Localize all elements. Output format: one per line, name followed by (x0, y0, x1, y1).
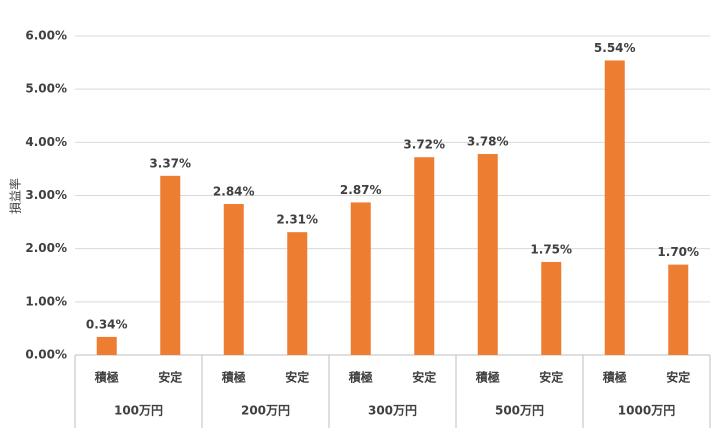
y-tick-label: 2.00% (25, 241, 67, 255)
group-label: 500万円 (495, 404, 544, 418)
x-tick-label: 積極 (94, 370, 119, 385)
x-tick-label: 安定 (412, 370, 436, 385)
x-tick-label: 積極 (602, 370, 627, 385)
x-tick-label: 安定 (666, 370, 690, 385)
y-tick-label: 4.00% (25, 135, 67, 149)
group-label: 200万円 (241, 404, 290, 418)
x-tick-label: 安定 (539, 370, 563, 385)
bar (287, 232, 308, 355)
value-label: 3.78% (467, 135, 509, 149)
x-tick-label: 安定 (158, 370, 182, 385)
bar (160, 175, 181, 355)
bar (668, 264, 689, 355)
value-label: 0.34% (86, 317, 128, 331)
x-tick-label: 積極 (348, 370, 373, 385)
value-label: 3.72% (403, 138, 445, 152)
value-label: 1.75% (530, 242, 572, 256)
y-tick-label: 6.00% (25, 29, 67, 43)
bar (604, 60, 625, 355)
y-tick-label: 0.00% (25, 348, 67, 362)
x-tick-label: 積極 (475, 370, 500, 385)
group-label: 1000万円 (618, 404, 675, 418)
value-label: 2.87% (340, 183, 382, 197)
value-label: 1.70% (657, 245, 699, 259)
y-tick-label: 5.00% (25, 82, 67, 96)
y-axis-label: 損益率 (8, 178, 23, 214)
group-label: 100万円 (114, 404, 163, 418)
bar (223, 204, 244, 355)
bar (350, 202, 371, 355)
bar (541, 261, 562, 355)
group-label: 300万円 (368, 404, 417, 418)
bar (96, 336, 117, 355)
y-tick-label: 3.00% (25, 188, 67, 202)
x-tick-label: 積極 (221, 370, 246, 385)
value-label: 5.54% (594, 41, 636, 55)
bar (477, 154, 498, 355)
value-label: 2.31% (276, 213, 318, 227)
x-tick-label: 安定 (285, 370, 309, 385)
value-label: 2.84% (213, 185, 255, 199)
value-label: 3.37% (149, 156, 191, 170)
bar (414, 157, 435, 355)
y-tick-label: 1.00% (25, 294, 67, 308)
